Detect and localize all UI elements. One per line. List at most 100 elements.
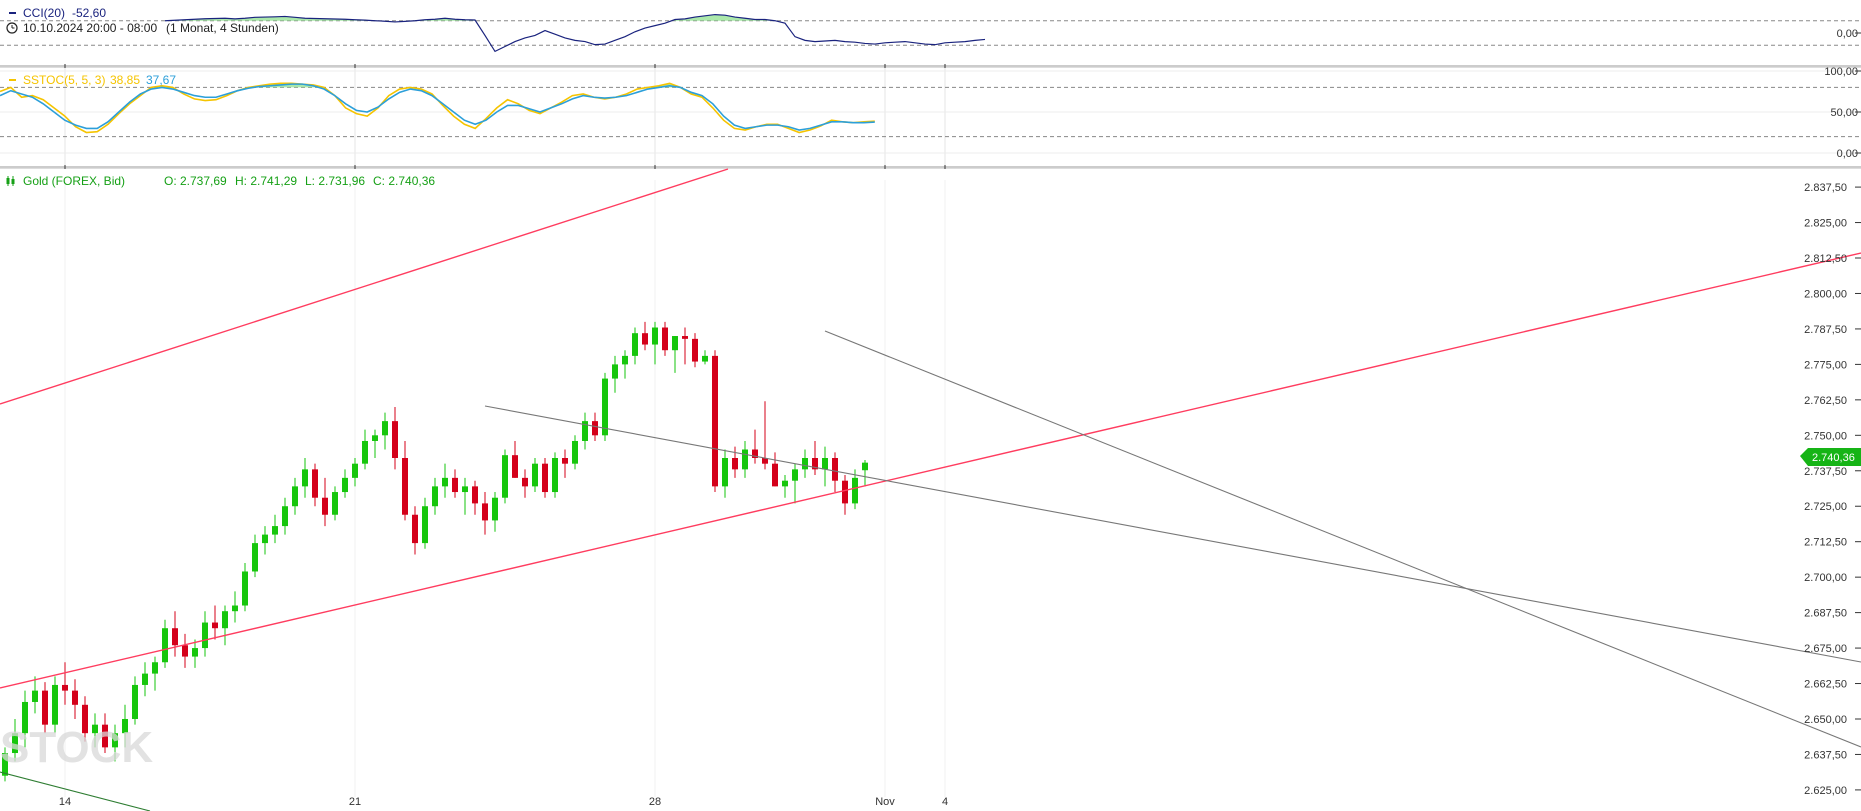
candle[interactable] xyxy=(32,676,38,714)
candle[interactable] xyxy=(162,619,168,668)
stoch-d-line xyxy=(0,83,875,131)
candle[interactable] xyxy=(732,446,738,478)
trendline-green[interactable] xyxy=(0,771,151,811)
candle[interactable] xyxy=(762,401,768,470)
stoch-legend[interactable]: SSTOC(5, 5, 3) 38,85 37,67 xyxy=(9,73,176,87)
candle[interactable] xyxy=(412,506,418,555)
candle[interactable] xyxy=(422,497,428,549)
candle[interactable] xyxy=(652,321,658,365)
candle[interactable] xyxy=(352,458,358,487)
candle[interactable] xyxy=(862,460,868,487)
candle[interactable] xyxy=(102,713,108,754)
candle[interactable] xyxy=(392,406,398,470)
candle[interactable] xyxy=(52,676,58,734)
candle[interactable] xyxy=(72,679,78,719)
candle[interactable] xyxy=(142,662,148,697)
candle[interactable] xyxy=(772,452,778,487)
candle[interactable] xyxy=(182,633,188,668)
candle[interactable] xyxy=(92,713,98,748)
candle[interactable] xyxy=(192,639,198,668)
trendline-grey-short[interactable] xyxy=(484,405,1861,663)
candle[interactable] xyxy=(112,724,118,762)
price-y-tick-label: 2.700,00 xyxy=(1804,572,1847,584)
candle[interactable] xyxy=(22,690,28,748)
candle[interactable] xyxy=(572,435,578,470)
candle[interactable] xyxy=(322,477,328,527)
candle[interactable] xyxy=(742,440,748,478)
cci-label: CCI(20) xyxy=(23,6,65,20)
candle[interactable] xyxy=(722,449,728,498)
candle[interactable] xyxy=(402,440,408,521)
candle[interactable] xyxy=(232,591,238,623)
candle[interactable] xyxy=(122,704,128,748)
candle[interactable] xyxy=(312,463,318,507)
candle[interactable] xyxy=(532,458,538,493)
candle[interactable] xyxy=(562,449,568,478)
candle[interactable] xyxy=(362,429,368,470)
candle[interactable] xyxy=(552,452,558,498)
candle[interactable] xyxy=(172,611,178,657)
candle[interactable] xyxy=(342,469,348,498)
candle[interactable] xyxy=(262,526,268,555)
trendline-grey-steep[interactable] xyxy=(824,330,1861,748)
candle[interactable] xyxy=(272,514,278,544)
candle[interactable] xyxy=(152,656,158,691)
candle[interactable] xyxy=(522,469,528,498)
cci-legend[interactable]: CCI(20) -52,60 xyxy=(9,6,106,20)
candle[interactable] xyxy=(622,350,628,379)
candle[interactable] xyxy=(672,336,678,373)
candle[interactable] xyxy=(62,662,68,705)
candle[interactable] xyxy=(712,350,718,493)
candle[interactable] xyxy=(282,497,288,535)
candle[interactable] xyxy=(542,458,548,498)
candle[interactable] xyxy=(432,477,438,515)
candle[interactable] xyxy=(642,321,648,351)
ohlc-legend[interactable]: Gold (FOREX, Bid) O: 2.737,69 H: 2.741,2… xyxy=(6,174,436,188)
candle[interactable] xyxy=(42,682,48,734)
candle[interactable] xyxy=(822,446,828,487)
candle[interactable] xyxy=(842,475,848,515)
candle[interactable] xyxy=(292,477,298,515)
candle[interactable] xyxy=(832,452,838,493)
candle[interactable] xyxy=(482,492,488,535)
candle[interactable] xyxy=(602,372,608,441)
candle[interactable] xyxy=(442,463,448,498)
trendline-red-lower[interactable] xyxy=(0,252,1861,689)
candle-body xyxy=(62,684,68,691)
candle[interactable] xyxy=(512,440,518,478)
candle[interactable] xyxy=(802,449,808,478)
candle[interactable] xyxy=(302,458,308,498)
candle[interactable] xyxy=(222,605,228,646)
trendline-red-upper[interactable] xyxy=(0,168,729,405)
candle[interactable] xyxy=(692,333,698,368)
candle[interactable] xyxy=(812,440,818,476)
candle[interactable] xyxy=(782,475,788,498)
candle[interactable] xyxy=(82,696,88,742)
candle[interactable] xyxy=(382,412,388,450)
candle[interactable] xyxy=(632,327,638,365)
candle[interactable] xyxy=(792,463,798,504)
candle[interactable] xyxy=(702,350,708,365)
candle[interactable] xyxy=(752,429,758,464)
svg-text:2.740,36: 2.740,36 xyxy=(1812,452,1855,464)
candle[interactable] xyxy=(472,480,478,515)
candle[interactable] xyxy=(332,486,338,521)
candle[interactable] xyxy=(452,469,458,498)
candle[interactable] xyxy=(212,605,218,640)
candle[interactable] xyxy=(582,412,588,450)
candle[interactable] xyxy=(242,562,248,612)
candle[interactable] xyxy=(502,449,508,504)
candle[interactable] xyxy=(12,718,18,762)
candle[interactable] xyxy=(492,492,498,532)
candle[interactable] xyxy=(2,747,8,782)
candle[interactable] xyxy=(132,676,138,725)
candle[interactable] xyxy=(202,611,208,657)
candle[interactable] xyxy=(252,534,258,578)
candle[interactable] xyxy=(852,469,858,510)
candle[interactable] xyxy=(682,327,688,365)
candle[interactable] xyxy=(372,429,378,459)
candle-body xyxy=(362,440,368,464)
candle[interactable] xyxy=(462,477,468,515)
candle[interactable] xyxy=(612,355,618,393)
candle[interactable] xyxy=(662,321,668,356)
